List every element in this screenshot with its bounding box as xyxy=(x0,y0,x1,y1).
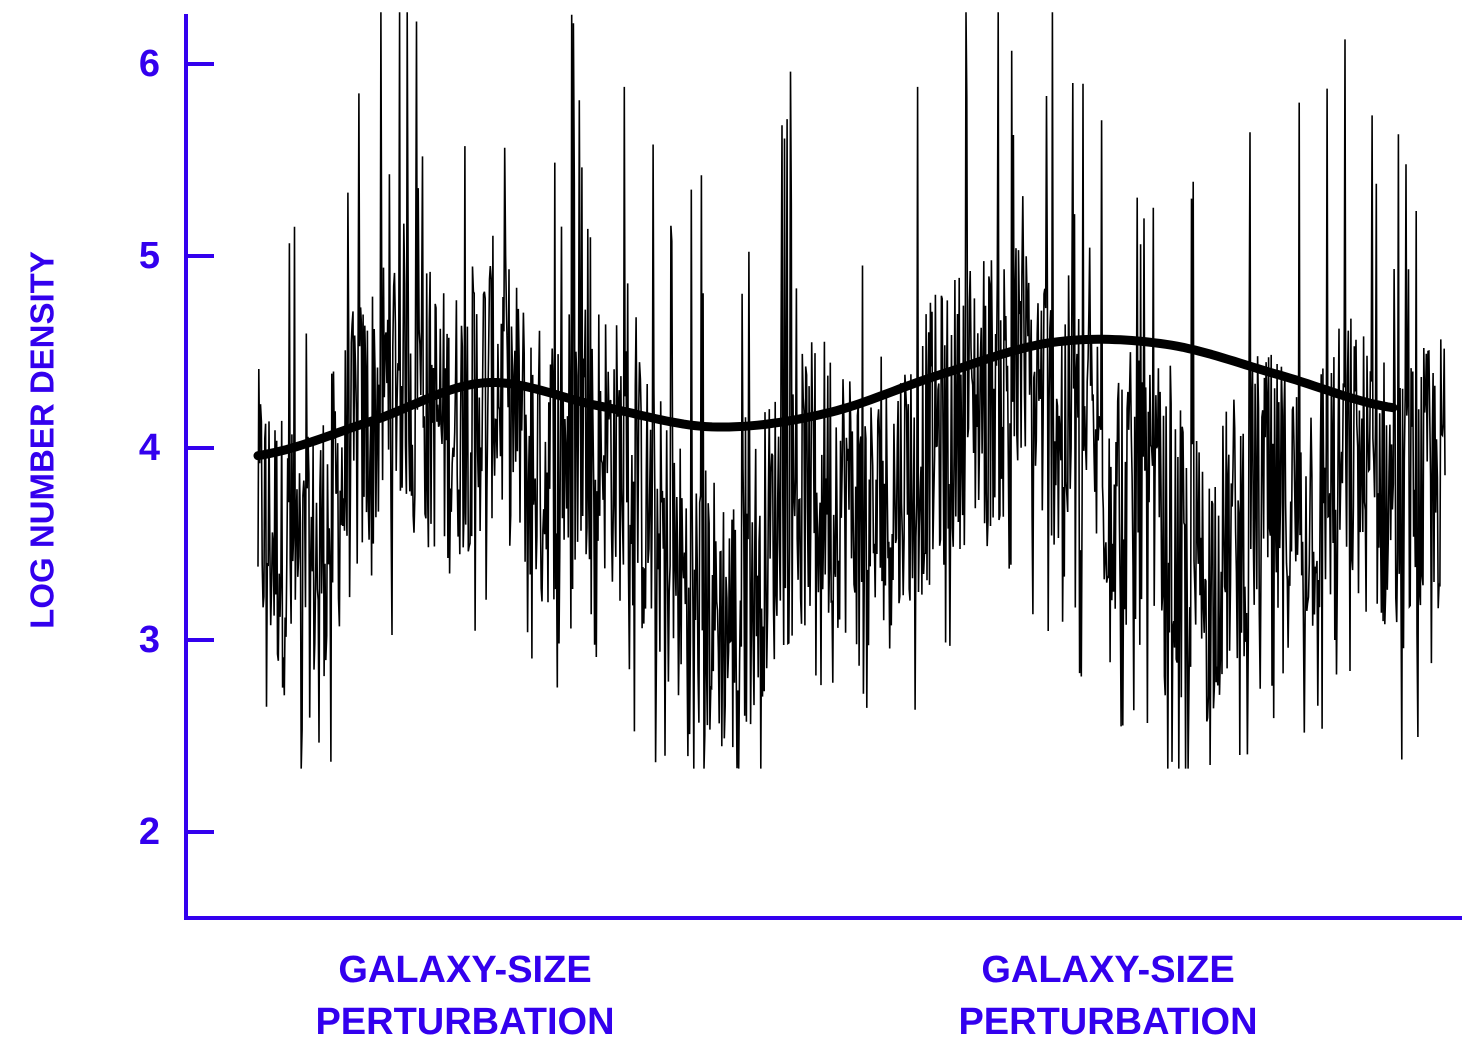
x-caption-left-line2: PERTURBATION xyxy=(315,1001,615,1043)
x-caption-right: GALAXY-SIZE PERTURBATION xyxy=(898,944,1318,1048)
axes: 2 3 4 5 6 xyxy=(139,14,1462,920)
x-caption-right-line1: GALAXY-SIZE xyxy=(981,949,1235,991)
x-caption-right-line2: PERTURBATION xyxy=(958,1001,1258,1043)
x-caption-left: GALAXY-SIZE PERTURBATION xyxy=(255,944,675,1048)
y-tick-label-5: 5 xyxy=(139,235,160,277)
series-fluctuating-density xyxy=(257,12,1446,769)
x-caption-left-line1: GALAXY-SIZE xyxy=(338,949,592,991)
y-axis-label: LOG NUMBER DENSITY xyxy=(24,251,61,629)
plot-area xyxy=(253,12,1446,769)
y-tick-label-6: 6 xyxy=(139,43,160,85)
y-tick-label-4: 4 xyxy=(139,427,160,469)
y-tick-label-3: 3 xyxy=(139,619,160,661)
series-smooth-mean xyxy=(253,334,1398,461)
y-tick-label-2: 2 xyxy=(139,811,160,853)
